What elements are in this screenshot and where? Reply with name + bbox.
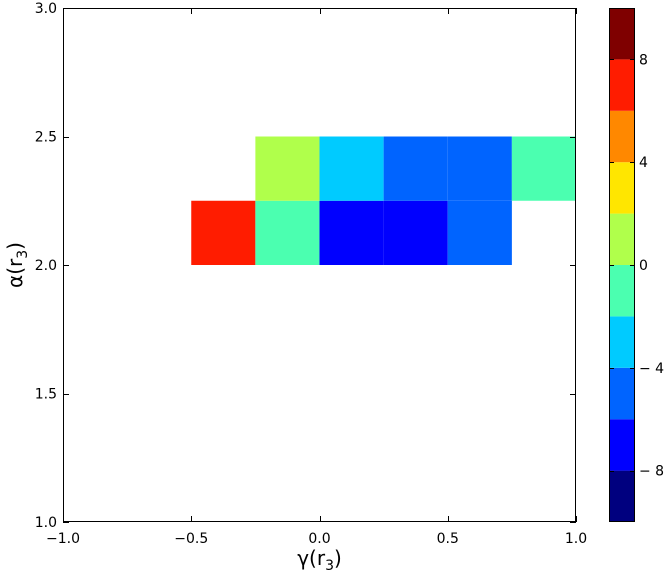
colorbar-segment — [609, 316, 635, 368]
heatmap-cell — [255, 136, 320, 201]
colorbar: − 8 − 4 0 4 8 — [609, 8, 664, 522]
heatmap-cell — [383, 136, 448, 201]
x-axis-label-subscript: 3 — [325, 558, 334, 574]
colorbar-segment — [609, 213, 635, 265]
y-axis-label: α(r3) — [3, 242, 31, 288]
colorbar-segment — [609, 110, 635, 163]
heatmap-cells — [191, 136, 576, 265]
heatmap-cell — [447, 200, 512, 265]
y-axis-label-subscript: 3 — [15, 250, 31, 259]
heatmap-cell — [511, 136, 576, 201]
heatmap-cell — [191, 200, 256, 265]
y-tick-label: 1.5 — [35, 387, 57, 403]
x-axis-label-main: γ(r — [297, 546, 326, 570]
x-tick-label: 1.0 — [565, 531, 587, 547]
colorbar-segment — [609, 8, 635, 60]
x-axis-ticks: −1.0 −0.5 0.0 0.5 1.0 — [46, 8, 587, 547]
colorbar-tick-label: 8 — [639, 52, 648, 68]
colorbar-tick-label: 0 — [639, 258, 648, 274]
x-tick-label: 0.5 — [437, 531, 459, 547]
y-tick-label: 1.0 — [35, 515, 57, 531]
colorbar-segment — [609, 470, 635, 522]
colorbar-segment — [609, 419, 635, 471]
y-tick-label: 2.0 — [35, 258, 57, 274]
colorbar-segment — [609, 162, 635, 214]
colorbar-tick-label: − 8 — [639, 464, 664, 480]
colorbar-tick-label: 4 — [639, 155, 648, 171]
x-tick-label: −0.5 — [174, 531, 208, 547]
x-axis-label: γ(r3) — [297, 546, 342, 574]
colorbar-segment — [609, 59, 635, 111]
y-axis-ticks: 1.0 1.5 2.0 2.5 3.0 — [35, 1, 576, 531]
y-axis-label-close: ) — [3, 242, 27, 250]
y-tick-label: 2.5 — [35, 130, 57, 146]
x-axis-label-close: ) — [334, 546, 342, 570]
y-axis-label-main: α(r — [3, 258, 27, 288]
heatmap-cell — [447, 136, 512, 201]
heatmap-cell — [255, 200, 320, 265]
y-tick-label: 3.0 — [35, 1, 57, 17]
x-tick-label: 0.0 — [308, 531, 330, 547]
heatmap-cell — [319, 136, 384, 201]
heatmap-cell — [319, 200, 384, 265]
heatmap-cell — [383, 200, 448, 265]
colorbar-tick-label: − 4 — [639, 361, 664, 377]
colorbar-segment — [609, 265, 635, 317]
x-tick-label: −1.0 — [46, 531, 80, 547]
colorbar-segment — [609, 367, 635, 420]
